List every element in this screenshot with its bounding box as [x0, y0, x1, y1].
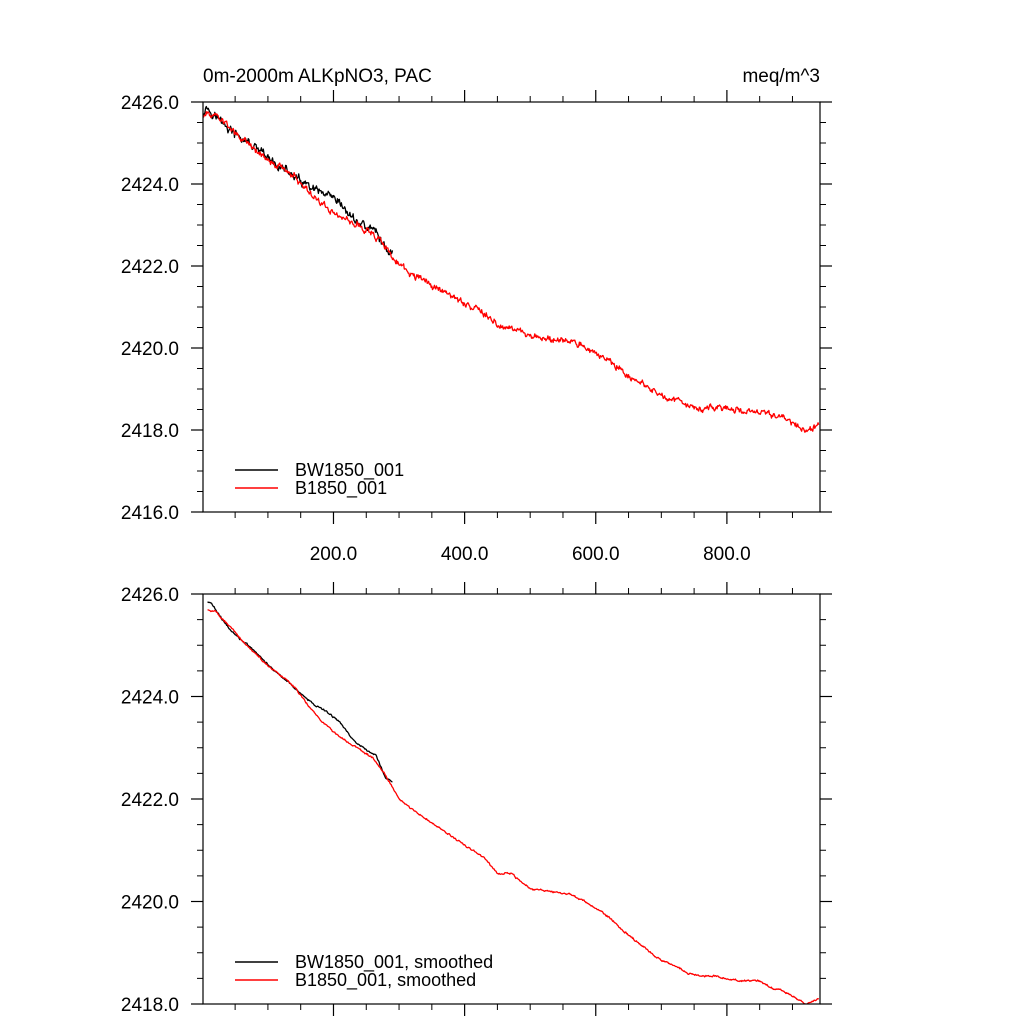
- series-line-bw1850-001: [203, 105, 394, 256]
- x-tick-label: 400.0: [441, 544, 489, 565]
- top-panel-units: meq/m^3: [742, 66, 820, 87]
- top-panel-title: 0m-2000m ALKpNO3, PAC: [203, 66, 432, 87]
- series-line-b1850-001-smoothed: [207, 609, 820, 1004]
- y-tick-label: 2416.0: [121, 503, 179, 524]
- y-tick-label: 2420.0: [121, 893, 179, 914]
- legend-label: BW1850_001, smoothed: [295, 952, 493, 973]
- legend-label: B1850_001, smoothed: [295, 970, 476, 991]
- y-tick-label: 2426.0: [121, 93, 179, 114]
- top-panel-frame: [202, 101, 821, 513]
- top-panel: 0m-2000m ALKpNO3, PAC meq/m^3 2416.0 2418…: [121, 66, 832, 565]
- x-tick-label: 200.0: [310, 544, 358, 565]
- top-panel-plot-area: [203, 105, 820, 433]
- bottom-panel: 2418.0 2420.0 2422.0 2424.0 2426.0 BW1850_00…: [121, 582, 832, 1016]
- legend-label: BW1850_001: [295, 460, 404, 481]
- y-tick-label: 2420.0: [121, 339, 179, 360]
- legend-label: B1850_001: [295, 478, 387, 499]
- y-tick-label: 2426.0: [121, 585, 179, 606]
- bottom-panel-frame: [202, 593, 821, 1005]
- x-tick-label: 600.0: [572, 544, 620, 565]
- y-tick-label: 2424.0: [121, 175, 179, 196]
- series-line-b1850-001: [203, 111, 820, 433]
- y-tick-label: 2422.0: [121, 257, 179, 278]
- top-panel-ticks: 2416.0 2418.0 2420.0 2422.0 2424.0 2426.0 200.…: [121, 90, 832, 565]
- y-tick-label: 2418.0: [121, 995, 179, 1016]
- y-tick-label: 2422.0: [121, 790, 179, 811]
- y-tick-label: 2418.0: [121, 421, 179, 442]
- x-tick-label: 800.0: [703, 544, 751, 565]
- bottom-panel-plot-area: [207, 601, 820, 1004]
- bottom-panel-ticks: 2418.0 2420.0 2422.0 2424.0 2426.0: [121, 582, 832, 1016]
- y-tick-label: 2424.0: [121, 688, 179, 709]
